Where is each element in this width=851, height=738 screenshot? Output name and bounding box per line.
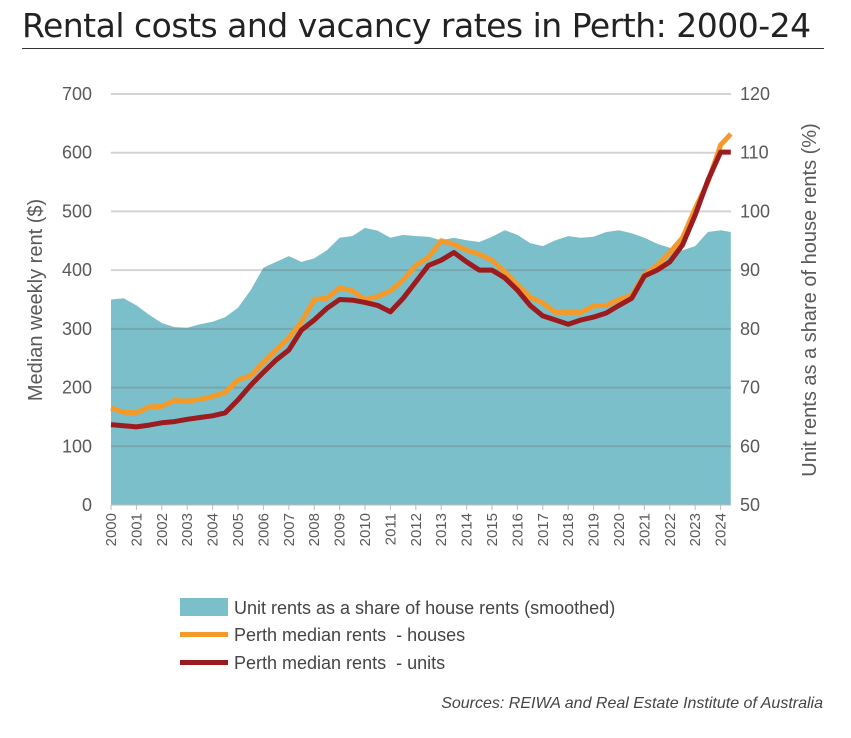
x-tick-label: 2009 bbox=[332, 513, 349, 546]
x-tick-label: 2008 bbox=[306, 513, 323, 546]
x-tick-label: 2007 bbox=[281, 513, 298, 546]
x-tick-label: 2005 bbox=[230, 513, 247, 546]
x-tick-label: 2012 bbox=[408, 513, 425, 546]
x-tick-label: 2001 bbox=[128, 513, 145, 546]
x-tick-label: 2011 bbox=[382, 513, 399, 545]
y2-tick-label: 120 bbox=[740, 84, 770, 104]
x-tick-label: 2002 bbox=[154, 513, 171, 546]
y-tick-label: 600 bbox=[62, 143, 92, 163]
x-tick-label: 2015 bbox=[484, 513, 501, 546]
houses-line bbox=[110, 132, 733, 416]
legend-label-units: Perth median rents - units bbox=[234, 653, 445, 673]
x-tick-label: 2010 bbox=[357, 513, 374, 546]
y-tick-label: 500 bbox=[62, 201, 92, 221]
y-tick-label: 100 bbox=[62, 436, 92, 456]
x-tick-label: 2020 bbox=[611, 513, 628, 546]
source-note: Sources: REIWA and Real Estate Institute… bbox=[441, 695, 823, 712]
legend-label-houses: Perth median rents - houses bbox=[234, 625, 465, 645]
x-tick-label: 2000 bbox=[103, 513, 120, 546]
legend-swatch-share bbox=[180, 598, 228, 616]
y2-tick-label: 110 bbox=[740, 143, 769, 163]
y-tick-label: 300 bbox=[62, 319, 92, 339]
y-tick-label: 200 bbox=[62, 378, 92, 398]
legend: Unit rents as a share of house rents (sm… bbox=[180, 598, 615, 673]
y2-tick-label: 70 bbox=[740, 378, 760, 398]
x-tick-label: 2006 bbox=[255, 513, 272, 546]
y-axis-label: Median weekly rent ($) bbox=[25, 199, 47, 401]
y2-tick-label: 50 bbox=[740, 495, 760, 515]
x-tick-label: 2013 bbox=[433, 513, 450, 546]
x-tick-label: 2018 bbox=[560, 513, 577, 546]
title-divider bbox=[22, 48, 824, 49]
legend-swatch-houses bbox=[180, 632, 228, 637]
x-tick-label: 2003 bbox=[179, 513, 196, 546]
x-tick-label: 2017 bbox=[535, 513, 552, 546]
y-tick-label: 700 bbox=[62, 84, 92, 104]
legend-label-share: Unit rents as a share of house rents (sm… bbox=[234, 598, 615, 618]
y2-tick-label: 80 bbox=[740, 319, 760, 339]
y2-tick-label: 100 bbox=[740, 201, 770, 221]
x-tick-label: 2004 bbox=[205, 513, 222, 546]
x-tick-label: 2019 bbox=[586, 513, 603, 546]
x-tick-label: 2016 bbox=[509, 513, 526, 546]
legend-swatch-units bbox=[180, 660, 228, 665]
units-line bbox=[110, 149, 731, 430]
x-tick-label: 2024 bbox=[713, 513, 730, 546]
x-tick-label: 2023 bbox=[687, 513, 704, 546]
y-tick-label: 0 bbox=[82, 495, 92, 515]
y-tick-label: 400 bbox=[62, 260, 92, 280]
x-tick-label: 2021 bbox=[636, 513, 653, 546]
y2-axis-label: Unit rents as a share of house rents (%) bbox=[799, 123, 821, 477]
share-area bbox=[111, 227, 731, 505]
x-tick-label: 2022 bbox=[662, 513, 679, 546]
x-tick-label: 2014 bbox=[459, 513, 476, 546]
y2-tick-label: 90 bbox=[740, 260, 760, 280]
chart-title: Rental costs and vacancy rates in Perth:… bbox=[22, 6, 811, 45]
y2-tick-label: 60 bbox=[740, 436, 760, 456]
